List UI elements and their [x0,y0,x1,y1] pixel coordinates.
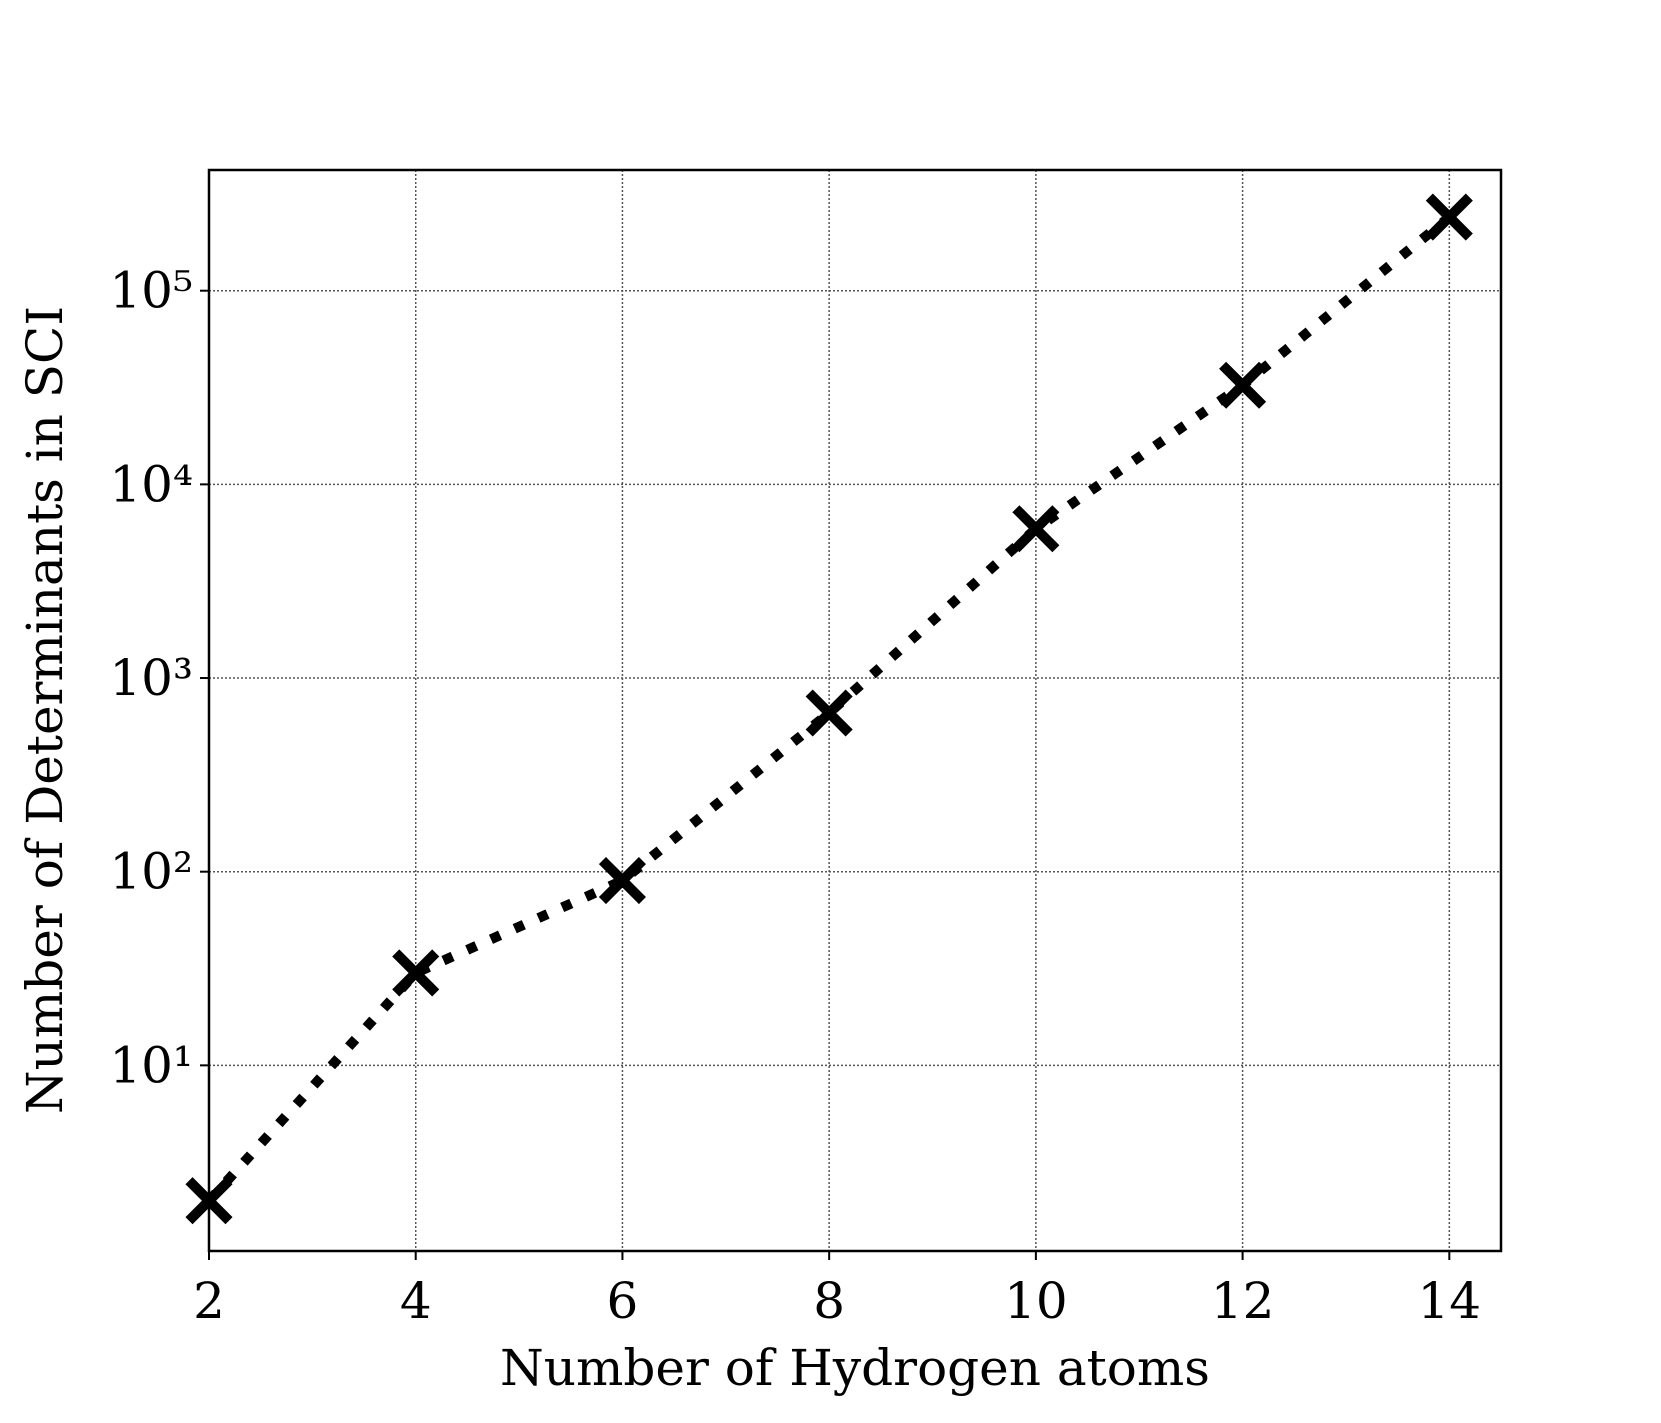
y-tick-label: 10⁵ [109,262,193,320]
plot-frame [207,168,1503,1253]
marker [598,857,646,905]
x-tick-label: 10 [1004,1272,1068,1330]
x-axis-label: Number of Hydrogen atoms [500,1339,1210,1397]
x-tick-label: 2 [193,1272,225,1330]
marker [1425,193,1473,241]
y-tick-label: 10⁴ [109,455,193,513]
y-tick-label: 10³ [109,649,193,707]
x-tick-label: 4 [400,1272,432,1330]
marker [392,949,440,997]
y-tick-label: 10² [109,843,193,901]
x-tick-label: 14 [1418,1272,1482,1330]
marker [805,689,853,737]
marker [1219,361,1267,409]
y-axis-label: Number of Determinants in SCI [16,306,74,1114]
x-tick-label: 6 [607,1272,639,1330]
x-tick-label: 12 [1211,1272,1275,1330]
x-tick-label: 8 [813,1272,845,1330]
y-tick-label: 10¹ [109,1036,193,1094]
marker [185,1177,233,1225]
marker [1012,505,1060,553]
